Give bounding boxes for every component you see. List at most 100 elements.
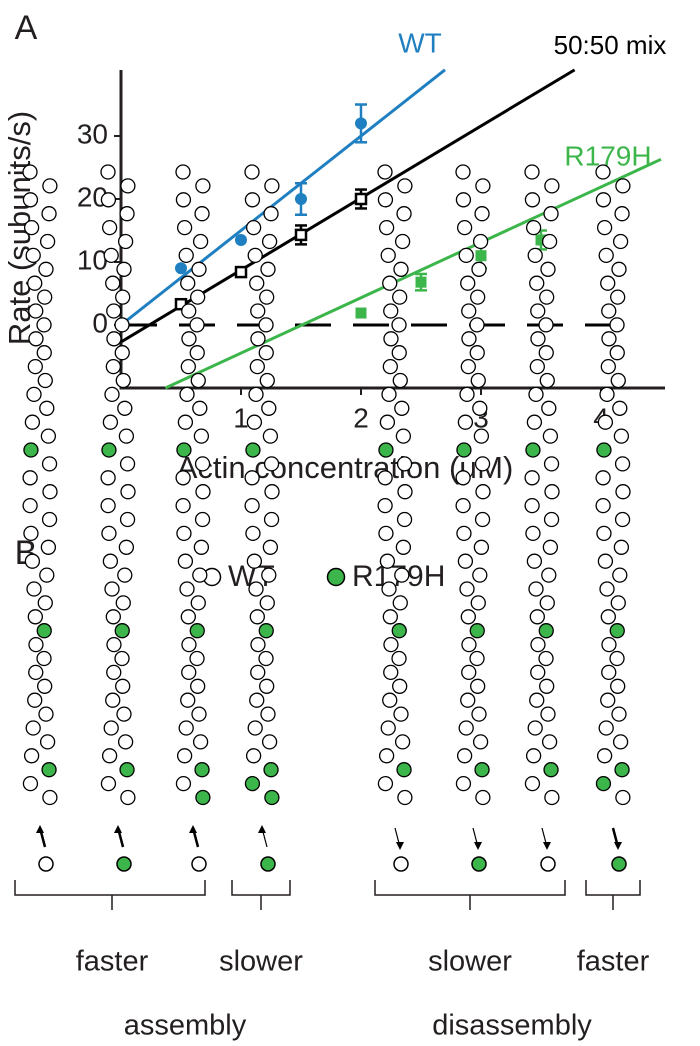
subunit bbox=[104, 581, 120, 597]
subunit bbox=[542, 428, 559, 444]
subunit bbox=[382, 692, 398, 708]
subunit bbox=[615, 789, 631, 806]
subunit bbox=[26, 386, 42, 403]
subunit bbox=[394, 734, 411, 750]
subunit bbox=[245, 525, 261, 542]
subunit bbox=[180, 609, 196, 625]
subunit bbox=[460, 692, 476, 708]
subunit bbox=[473, 539, 490, 555]
subunit bbox=[27, 692, 43, 708]
subunit bbox=[176, 219, 193, 236]
subunit bbox=[475, 178, 491, 194]
subunit bbox=[541, 734, 558, 750]
subunit bbox=[472, 400, 488, 416]
subunit bbox=[179, 386, 195, 403]
subunit bbox=[175, 775, 192, 792]
subunit bbox=[24, 414, 41, 430]
subunit bbox=[395, 539, 412, 555]
monomer bbox=[260, 856, 276, 872]
subunit bbox=[114, 317, 130, 333]
subunit bbox=[471, 706, 487, 722]
subunit bbox=[261, 567, 277, 583]
subunit bbox=[41, 456, 58, 472]
subunit bbox=[601, 636, 617, 653]
subunit bbox=[613, 428, 630, 444]
subunit bbox=[244, 164, 260, 180]
subunit bbox=[475, 484, 491, 500]
arrow-head bbox=[614, 842, 622, 850]
subunit bbox=[175, 470, 191, 486]
subunit bbox=[379, 553, 396, 569]
subunit bbox=[539, 372, 555, 389]
subunit bbox=[106, 331, 122, 347]
subunit bbox=[461, 331, 477, 347]
subunit bbox=[528, 386, 544, 403]
monomer bbox=[393, 856, 409, 872]
subunit bbox=[472, 567, 488, 583]
subunit bbox=[178, 720, 194, 736]
subunit bbox=[264, 484, 280, 500]
subunit bbox=[612, 734, 629, 750]
subunit bbox=[524, 497, 540, 514]
subunit bbox=[396, 511, 413, 528]
subunit bbox=[538, 317, 554, 333]
subunit bbox=[598, 247, 614, 264]
subunit bbox=[40, 539, 57, 555]
subunit bbox=[470, 678, 486, 694]
subunit bbox=[262, 428, 279, 444]
subunit bbox=[469, 345, 485, 361]
subunit bbox=[249, 692, 265, 708]
group-label: faster bbox=[577, 946, 650, 978]
subunit bbox=[596, 525, 612, 542]
subunit bbox=[524, 470, 540, 486]
data-point bbox=[175, 262, 187, 275]
subunit bbox=[114, 345, 130, 361]
subunit bbox=[191, 706, 207, 722]
subunit bbox=[100, 192, 117, 208]
subunit bbox=[459, 386, 475, 403]
subunit bbox=[528, 581, 544, 597]
subunit bbox=[377, 164, 393, 180]
subunit bbox=[190, 595, 206, 611]
subunit bbox=[392, 595, 408, 611]
subunit bbox=[181, 303, 197, 319]
subunit bbox=[261, 400, 277, 416]
subunit bbox=[117, 233, 134, 250]
data-point bbox=[234, 265, 248, 279]
subunit bbox=[456, 748, 473, 764]
arrow-head bbox=[189, 825, 197, 833]
arrow-head bbox=[114, 825, 122, 833]
subunit bbox=[530, 303, 546, 319]
subunit bbox=[456, 525, 472, 542]
subunit bbox=[175, 497, 191, 514]
subunit bbox=[601, 303, 617, 319]
subunit bbox=[474, 456, 491, 472]
subunit bbox=[258, 345, 274, 361]
subunit bbox=[100, 497, 116, 514]
subunit bbox=[194, 511, 211, 528]
subunit bbox=[391, 317, 407, 333]
subunit bbox=[38, 261, 54, 277]
subunit bbox=[36, 317, 52, 333]
subunit bbox=[543, 206, 559, 222]
subunit bbox=[190, 289, 206, 305]
subunit bbox=[530, 636, 546, 653]
subunit bbox=[383, 664, 399, 681]
subunit bbox=[41, 206, 57, 222]
subunit bbox=[105, 358, 121, 375]
subunit bbox=[392, 678, 408, 694]
subunit bbox=[245, 442, 261, 458]
subunit bbox=[527, 247, 543, 264]
subunit bbox=[189, 317, 205, 333]
subunit bbox=[261, 734, 278, 750]
subunit bbox=[599, 581, 615, 597]
subunit bbox=[525, 525, 541, 542]
subunit bbox=[392, 372, 408, 389]
subunit bbox=[596, 442, 612, 458]
subunit bbox=[24, 553, 41, 569]
subunit bbox=[544, 789, 560, 806]
subunit bbox=[526, 553, 543, 569]
subunit bbox=[614, 511, 631, 528]
subunit bbox=[103, 247, 119, 264]
subunit bbox=[541, 567, 557, 583]
